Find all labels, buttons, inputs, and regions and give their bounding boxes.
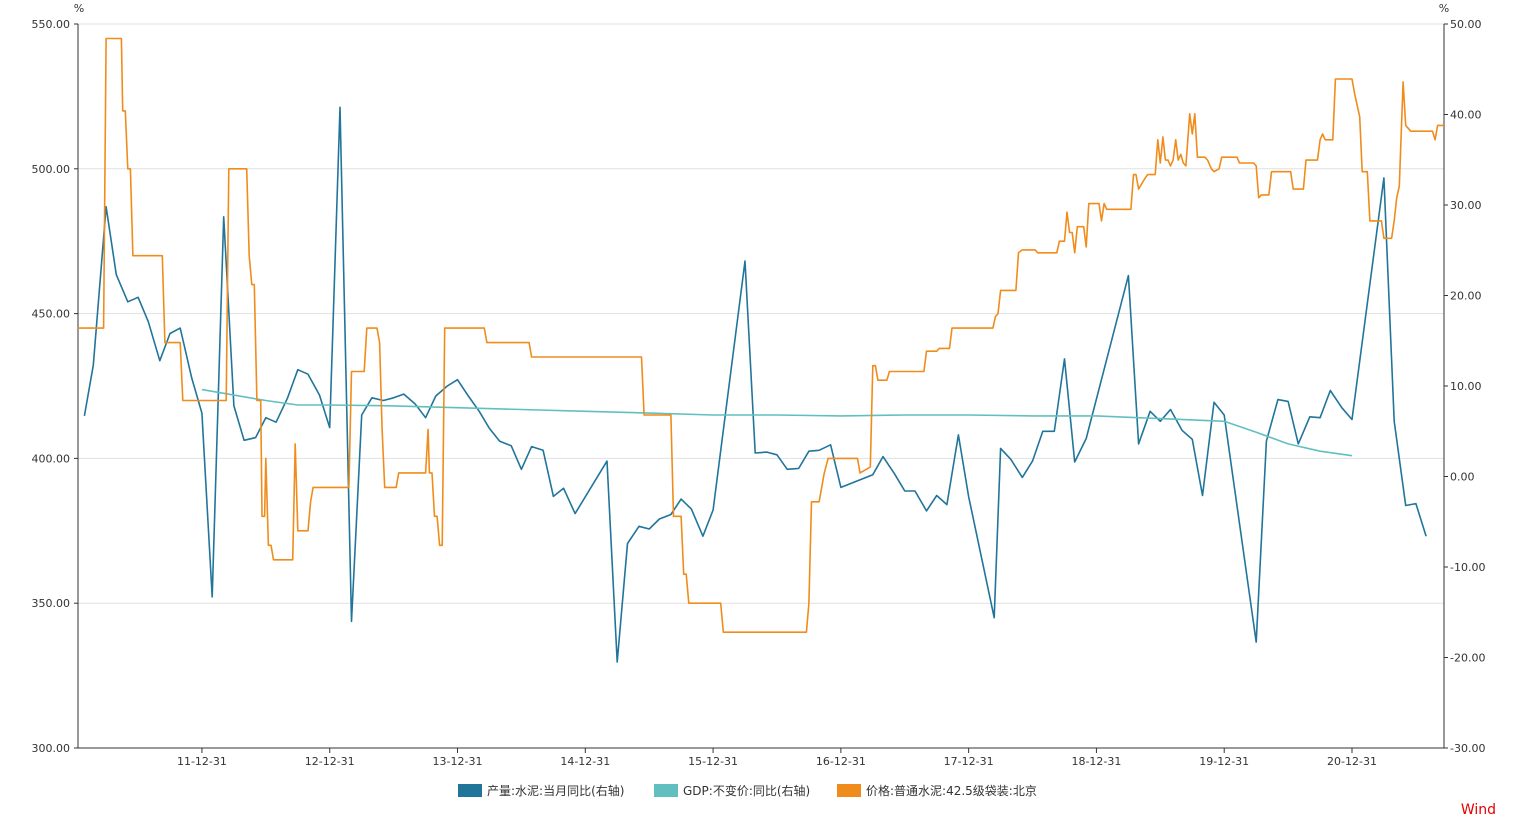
legend-item-cement-output-swatch [458, 784, 482, 797]
left-axis-unit: % [74, 2, 84, 15]
wind-brand-label: Wind [1461, 802, 1496, 818]
left-axis-ticks: 300.00 350.00 400.00 450.00 500.00 550.00 [32, 18, 78, 755]
right-axis-tick-label: 30.00 [1450, 199, 1482, 212]
left-axis-tick-label: 300.00 [32, 742, 71, 755]
right-axis-tick-label: 40.00 [1450, 109, 1482, 122]
legend-item-cement-price-label: 价格:普通水泥:42.5级袋装:北京 [866, 783, 1037, 798]
legend: 产量:水泥:当月同比(右轴) GDP:不变价:同比(右轴) 价格:普通水泥:42.5… [458, 783, 1037, 798]
left-axis-tick-label: 400.00 [32, 452, 71, 465]
right-axis-tick-label: -20.00 [1450, 652, 1485, 665]
x-axis-tick-label: 18-12-31 [1071, 755, 1121, 768]
left-axis-tick-label: 550.00 [32, 18, 71, 31]
right-axis-tick-label: -10.00 [1450, 561, 1485, 574]
right-axis-ticks: -30.00 -20.00 -10.00 0.00 10.00 20.00 30.00 40.… [1444, 18, 1485, 755]
right-axis-tick-label: 50.00 [1450, 18, 1482, 31]
legend-item-gdp-swatch [654, 784, 678, 797]
right-axis-tick-label: -30.00 [1450, 742, 1485, 755]
legend-item-cement-price-swatch [837, 784, 861, 797]
cement-price-beijing-line [78, 37, 1444, 634]
right-axis-tick-label: 0.00 [1450, 471, 1475, 484]
right-axis-tick-label: 10.00 [1450, 380, 1482, 393]
x-axis-tick-label: 19-12-31 [1199, 755, 1249, 768]
gdp-constant-price-yoy-line [201, 388, 1353, 457]
cement-output-yoy-line [83, 106, 1427, 663]
x-axis-tick-label: 20-12-31 [1327, 755, 1377, 768]
x-axis-ticks: 11-12-31 12-12-31 13-12-31 14-12-31 15-12-31… [177, 748, 1377, 768]
x-axis-tick-label: 14-12-31 [560, 755, 610, 768]
x-axis-tick-label: 17-12-31 [944, 755, 994, 768]
x-axis-tick-label: 15-12-31 [688, 755, 738, 768]
x-axis-tick-label: 13-12-31 [433, 755, 483, 768]
x-axis-tick-label: 16-12-31 [816, 755, 866, 768]
left-axis-tick-label: 450.00 [32, 308, 71, 321]
x-axis-tick-label: 11-12-31 [177, 755, 227, 768]
right-axis-tick-label: 20.00 [1450, 290, 1482, 303]
right-axis-unit: % [1439, 2, 1449, 15]
axes: % % [74, 2, 1449, 749]
left-axis-tick-label: 500.00 [32, 163, 71, 176]
left-axis-tick-label: 350.00 [32, 597, 71, 610]
series-lines [78, 37, 1444, 663]
gridlines [78, 23, 1444, 604]
legend-item-gdp-label: GDP:不变价:同比(右轴) [683, 783, 810, 798]
legend-item-cement-output-label: 产量:水泥:当月同比(右轴) [487, 783, 624, 798]
x-axis-tick-label: 12-12-31 [305, 755, 355, 768]
